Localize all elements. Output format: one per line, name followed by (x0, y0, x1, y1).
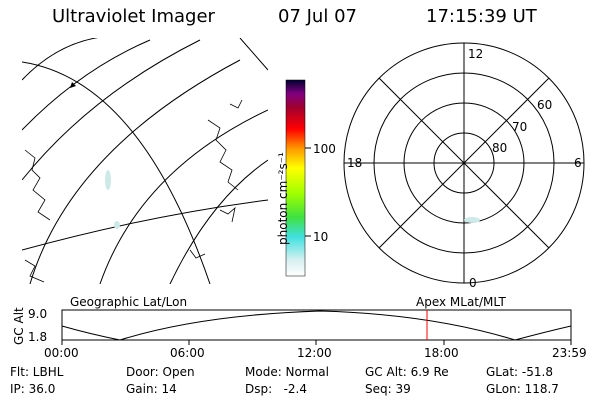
apex-label: Apex MLat/MLT (416, 295, 506, 309)
time-tick-2359: 23:59 (552, 346, 587, 360)
gc-alt-tick-low: 1.8 (28, 330, 48, 344)
north-pointer-icon (70, 82, 76, 88)
status-glat: GLat: -51.8 (486, 365, 553, 379)
status-gain: Gain: 14 (126, 382, 177, 396)
time-tick-0000: 00:00 (44, 346, 79, 360)
time-tick-0600: 06:00 (170, 346, 205, 360)
instrument-title: Ultraviolet Imager (52, 6, 215, 27)
date-label: 07 Jul 07 (278, 6, 357, 27)
mlt-label-6: 6 (574, 156, 582, 170)
colorbar-tick-100: 100 (313, 142, 336, 156)
status-gc-alt: GC Alt: 6.9 Re (365, 365, 449, 379)
emission-spot (464, 217, 480, 223)
mlt-label-12: 12 (468, 47, 484, 61)
lat-label-80: 80 (492, 141, 508, 155)
mlt-label-0: 0 (469, 276, 477, 290)
status-door: Door: Open (126, 365, 195, 379)
emission-spot (105, 170, 111, 190)
colorbar-tick-10: 10 (313, 230, 329, 244)
time-label: 17:15:39 UT (426, 6, 537, 27)
emission-spot (114, 221, 120, 229)
status-mode: Mode: Normal (245, 365, 329, 379)
gc-alt-tick-high: 9.0 (28, 307, 48, 321)
time-tick-1800: 18:00 (424, 346, 459, 360)
time-tick-1200: 12:00 (297, 346, 332, 360)
lat-label-60: 60 (537, 98, 553, 112)
geographic-label: Geographic Lat/Lon (70, 295, 188, 309)
status-filter: Flt: LBHL (10, 365, 64, 379)
status-seq: Seq: 39 (365, 382, 411, 396)
lat-label-70: 70 (512, 120, 528, 134)
status-glon: GLon: 118.7 (486, 382, 559, 396)
status-dsp: Dsp: -2.4 (245, 382, 308, 396)
status-ip: IP: 36.0 (10, 382, 56, 396)
mlt-label-18: 18 (347, 156, 363, 170)
